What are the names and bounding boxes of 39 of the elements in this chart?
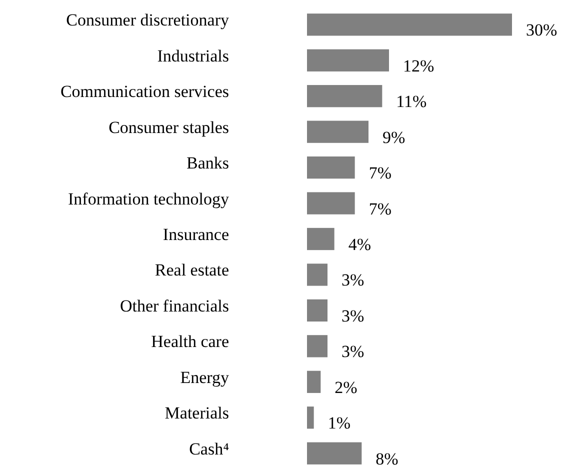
bar [307, 49, 389, 72]
data-label: 8% [376, 449, 398, 468]
data-label: 7% [368, 199, 392, 218]
y-tick-label: Health care [151, 332, 229, 352]
y-tick-label: Industrials [157, 46, 229, 66]
data-label: 1% [328, 414, 351, 433]
bar [307, 442, 362, 464]
data-label: 7% [368, 164, 392, 183]
bar [307, 299, 328, 322]
y-tick-label: Materials [164, 404, 229, 423]
bar [307, 192, 355, 214]
y-tick-label: Energy [180, 368, 230, 387]
y-tick-label: Banks [186, 154, 229, 173]
y-tick-label: Real estate [154, 260, 229, 280]
data-label: 9% [382, 128, 406, 147]
data-label: 12% [403, 56, 434, 76]
data-label: 3% [342, 306, 364, 326]
bar [307, 228, 334, 250]
bar [307, 14, 512, 36]
bar [307, 85, 382, 108]
y-tick-label: Consumer staples [108, 118, 229, 137]
y-tick-label: Communication services [60, 82, 229, 102]
y-tick-label: Consumer discretionary [66, 10, 230, 30]
data-label: 4% [348, 235, 372, 254]
data-label: 30% [526, 20, 558, 40]
data-label: 3% [342, 270, 364, 290]
bar [307, 156, 355, 179]
data-label: 11% [396, 92, 427, 112]
y-tick-label: Information technology [68, 189, 230, 208]
bar [307, 370, 321, 393]
data-label: 2% [334, 378, 358, 397]
y-tick-label: Cash⁴ [189, 439, 230, 458]
bar [307, 406, 314, 429]
bar [307, 335, 328, 358]
y-tick-label: Insurance [162, 225, 229, 244]
bar [307, 120, 368, 143]
bar [307, 264, 328, 286]
data-label: 3% [342, 342, 364, 362]
y-tick-label: Other financials [120, 296, 229, 316]
